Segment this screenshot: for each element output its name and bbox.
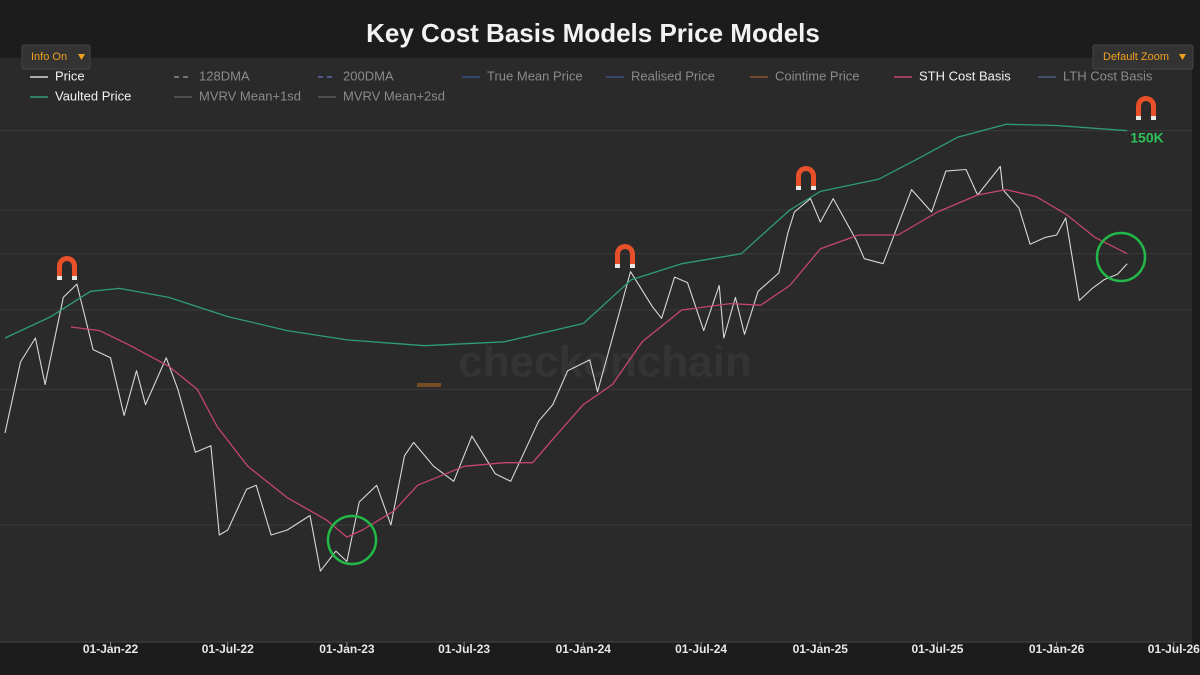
legend-label: True Mean Price (487, 68, 583, 83)
legend-label: MVRV Mean+2sd (343, 88, 445, 103)
x-tick-label: 01-Jul-26 (1148, 642, 1200, 656)
legend-item[interactable]: STH Cost Basis (894, 68, 1011, 83)
legend-label: Vaulted Price (55, 88, 131, 103)
legend-label: 128DMA (199, 68, 250, 83)
dropdown-arrow[interactable] (78, 54, 85, 60)
watermark: checkonchain (458, 338, 751, 387)
button-frame[interactable] (21, 44, 91, 70)
legend-item[interactable]: Cointime Price (750, 68, 860, 83)
highlight-circle (326, 514, 378, 566)
legend-item[interactable]: MVRV Mean+1sd (174, 88, 301, 103)
button-label[interactable]: Default Zoom (1103, 51, 1169, 63)
highlight-circle (1095, 231, 1147, 283)
x-tick-label: 01-Jan-22 (83, 642, 139, 656)
dropdown-arrow[interactable] (1179, 54, 1186, 60)
plot-area (0, 58, 1192, 642)
x-tick-label: 01-Jan-26 (1029, 642, 1085, 656)
legend-label: Realised Price (631, 68, 715, 83)
legend-item[interactable]: True Mean Price (462, 68, 583, 83)
x-tick-label: 01-Jul-22 (202, 642, 254, 656)
legend-item[interactable]: Price (30, 68, 85, 83)
annotation: 150K (1130, 130, 1163, 146)
legend: Price 128DMA 200DMA True Mean Price Realised… (30, 68, 1153, 103)
x-tick-label: 01-Jul-25 (911, 642, 963, 656)
button-label[interactable]: Info On (31, 51, 67, 63)
legend-item[interactable]: LTH Cost Basis (1038, 68, 1153, 83)
x-axis: 01-Jan-22 01-Jul-22 01-Jan-23 01-Jul-23 01-J… (0, 641, 1200, 656)
legend-item[interactable]: Vaulted Price (30, 88, 131, 103)
series-line (70, 188, 1128, 538)
x-tick-label: 01-Jul-24 (675, 642, 727, 656)
button-frame[interactable] (1092, 44, 1194, 70)
legend-item[interactable]: 200DMA (318, 68, 394, 83)
series-line (4, 165, 1128, 572)
legend-label: STH Cost Basis (919, 68, 1011, 83)
info-button[interactable]: Info On (21, 44, 91, 70)
chart-title: Key Cost Basis Models Price Models (366, 18, 820, 48)
legend-item[interactable]: 128DMA (174, 68, 250, 83)
watermark-bar (417, 383, 441, 387)
legend-label: Price (55, 68, 85, 83)
x-tick-label: 01-Jul-23 (438, 642, 490, 656)
legend-item[interactable]: Realised Price (606, 68, 715, 83)
x-tick-label: 01-Jan-24 (556, 642, 612, 656)
legend-label: MVRV Mean+1sd (199, 88, 301, 103)
legend-label: Cointime Price (775, 68, 860, 83)
legend-label: LTH Cost Basis (1063, 68, 1153, 83)
legend-label: 200DMA (343, 68, 394, 83)
series-line (4, 123, 1128, 347)
legend-item[interactable]: MVRV Mean+2sd (318, 88, 445, 103)
lines (4, 123, 1128, 572)
grid (0, 130, 1192, 526)
highlight-circles (326, 231, 1147, 566)
zoom-button[interactable]: Default Zoom (1092, 44, 1194, 70)
x-tick-label: 01-Jan-23 (319, 642, 375, 656)
x-tick-label: 01-Jan-25 (793, 642, 849, 656)
